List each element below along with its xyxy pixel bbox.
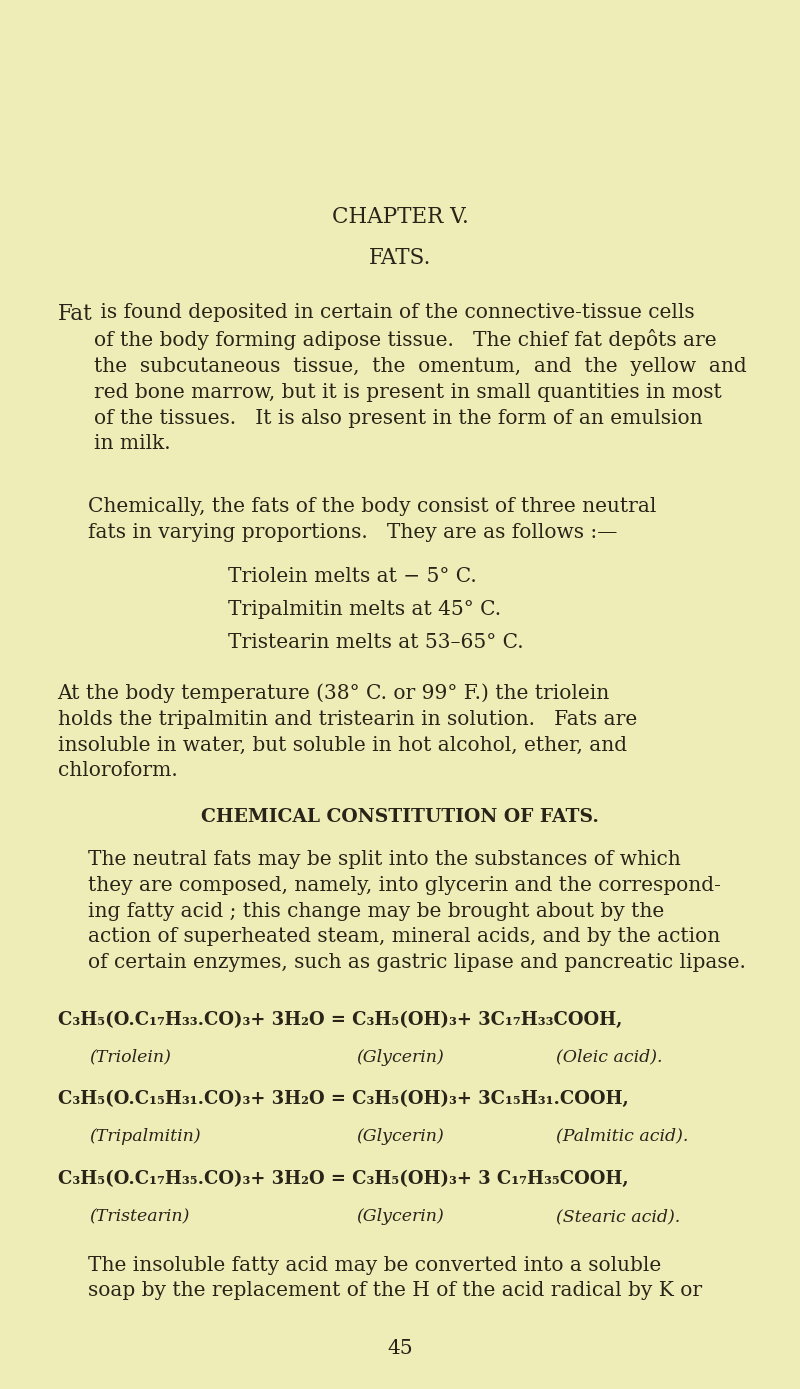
Text: C₃H₅(O.C₁₇H₃₃.CO)₃+ 3H₂O = C₃H₅(OH)₃+ 3C₁₇H₃₃COOH,: C₃H₅(O.C₁₇H₃₃.CO)₃+ 3H₂O = C₃H₅(OH)₃+ 3C… bbox=[58, 1011, 622, 1029]
Text: 45: 45 bbox=[387, 1339, 413, 1358]
Text: Tripalmitin melts at 45° C.: Tripalmitin melts at 45° C. bbox=[228, 600, 501, 619]
Text: Fat: Fat bbox=[58, 303, 92, 325]
Text: C₃H₅(O.C₁₇H₃₅.CO)₃+ 3H₂O = C₃H₅(OH)₃+ 3 C₁₇H₃₅COOH,: C₃H₅(O.C₁₇H₃₅.CO)₃+ 3H₂O = C₃H₅(OH)₃+ 3 … bbox=[58, 1170, 628, 1188]
Text: FATS.: FATS. bbox=[369, 247, 431, 269]
Text: The insoluble fatty acid may be converted into a soluble
soap by the replacement: The insoluble fatty acid may be converte… bbox=[88, 1256, 702, 1300]
Text: (Glycerin): (Glycerin) bbox=[356, 1049, 444, 1065]
Text: At the body temperature (38° C. or 99° F.) the triolein
holds the tripalmitin an: At the body temperature (38° C. or 99° F… bbox=[58, 683, 637, 781]
Text: The neutral fats may be split into the substances of which
they are composed, na: The neutral fats may be split into the s… bbox=[88, 850, 746, 972]
Text: Triolein melts at − 5° C.: Triolein melts at − 5° C. bbox=[228, 567, 477, 586]
Text: (Tristearin): (Tristearin) bbox=[90, 1208, 190, 1225]
Text: (Palmitic acid).: (Palmitic acid). bbox=[556, 1128, 688, 1145]
Text: (Triolein): (Triolein) bbox=[90, 1049, 171, 1065]
Text: CHAPTER V.: CHAPTER V. bbox=[332, 206, 468, 228]
Text: (Oleic acid).: (Oleic acid). bbox=[556, 1049, 662, 1065]
Text: (Glycerin): (Glycerin) bbox=[356, 1128, 444, 1145]
Text: CHEMICAL CONSTITUTION OF FATS.: CHEMICAL CONSTITUTION OF FATS. bbox=[201, 808, 599, 826]
Text: Tristearin melts at 53–65° C.: Tristearin melts at 53–65° C. bbox=[228, 633, 524, 653]
Text: (Tripalmitin): (Tripalmitin) bbox=[90, 1128, 202, 1145]
Text: Chemically, the fats of the body consist of three neutral
fats in varying propor: Chemically, the fats of the body consist… bbox=[88, 497, 656, 542]
Text: (Stearic acid).: (Stearic acid). bbox=[556, 1208, 680, 1225]
Text: (Glycerin): (Glycerin) bbox=[356, 1208, 444, 1225]
Text: is found deposited in certain of the connective-tissue cells
of the body forming: is found deposited in certain of the con… bbox=[94, 303, 746, 453]
Text: C₃H₅(O.C₁₅H₃₁.CO)₃+ 3H₂O = C₃H₅(OH)₃+ 3C₁₅H₃₁.COOH,: C₃H₅(O.C₁₅H₃₁.CO)₃+ 3H₂O = C₃H₅(OH)₃+ 3C… bbox=[58, 1090, 628, 1108]
